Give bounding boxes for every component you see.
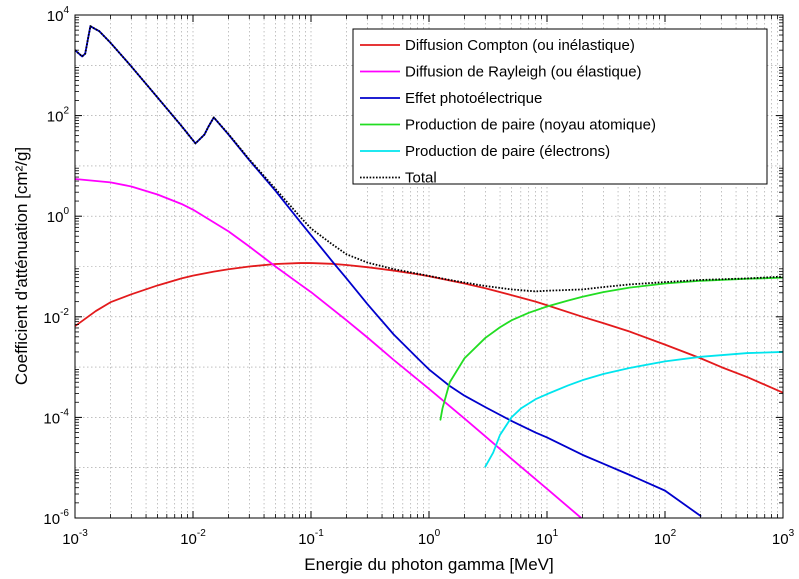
x-tick-label: 102 <box>654 528 677 548</box>
y-axis-label: Coefficient d'atténuation [cm²/g] <box>12 147 31 385</box>
legend-box <box>352 28 768 185</box>
legend: Diffusion Compton (ou inélastique) Diffus… <box>352 28 768 187</box>
y-tick-label: 104 <box>47 5 70 25</box>
x-tick-label: 10-1 <box>298 528 324 548</box>
x-tick-label: 100 <box>418 528 441 548</box>
x-tick-label: 101 <box>536 528 559 548</box>
legend-label-6: Total <box>405 170 437 187</box>
legend-label-2: Diffusion de Rayleigh (ou élastique) <box>405 64 642 81</box>
y-tick-label: 100 <box>47 206 70 226</box>
y-tick-label: 10-2 <box>43 307 69 327</box>
x-tick-label: 103 <box>772 528 795 548</box>
y-tick-label: 102 <box>47 106 70 126</box>
y-tick-label: 10-4 <box>43 407 69 427</box>
series-line-5 <box>484 351 783 468</box>
series-line-1 <box>75 262 783 394</box>
series-layer <box>75 25 783 518</box>
x-axis-label: Energie du photon gamma [MeV] <box>304 555 553 574</box>
legend-label-3: Effet photoélectrique <box>405 90 542 107</box>
x-tick-label: 10-2 <box>180 528 206 548</box>
tick-labels: 10-3 10-2 10-1 100 101 102 103 10-6 10-4 10-2 100 1… <box>43 5 794 548</box>
legend-label-5: Production de paire (électrons) <box>405 143 610 160</box>
legend-label-4: Production de paire (noyau atomique) <box>405 117 656 134</box>
axis-ticks <box>74 14 784 519</box>
series-line-2 <box>75 178 583 518</box>
series-line-4 <box>439 276 783 421</box>
legend-label-1: Diffusion Compton (ou inélastique) <box>405 37 635 54</box>
x-tick-label: 10-3 <box>62 528 88 548</box>
y-tick-label: 10-6 <box>43 508 69 528</box>
